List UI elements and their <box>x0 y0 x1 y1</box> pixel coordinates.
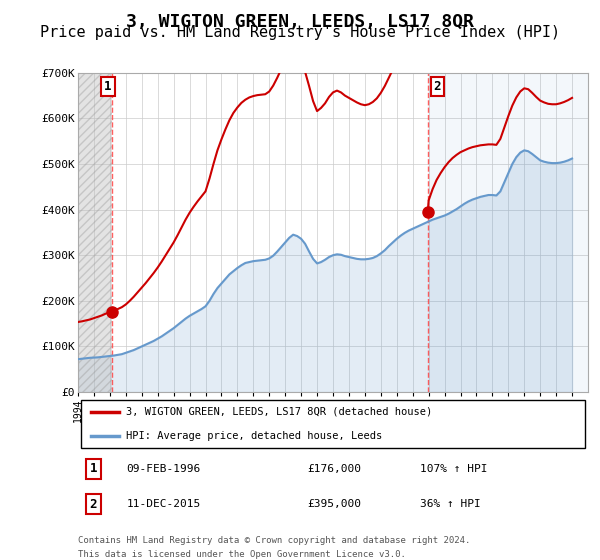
Text: 107% ↑ HPI: 107% ↑ HPI <box>420 464 487 474</box>
Text: 11-DEC-2015: 11-DEC-2015 <box>127 499 200 509</box>
Text: £395,000: £395,000 <box>308 499 361 509</box>
Text: £176,000: £176,000 <box>308 464 361 474</box>
Text: HPI: Average price, detached house, Leeds: HPI: Average price, detached house, Leed… <box>127 431 383 441</box>
Text: 3, WIGTON GREEN, LEEDS, LS17 8QR: 3, WIGTON GREEN, LEEDS, LS17 8QR <box>126 12 474 30</box>
Bar <box>428 73 588 392</box>
FancyBboxPatch shape <box>80 400 586 448</box>
Text: 3, WIGTON GREEN, LEEDS, LS17 8QR (detached house): 3, WIGTON GREEN, LEEDS, LS17 8QR (detach… <box>127 407 433 417</box>
Text: 36% ↑ HPI: 36% ↑ HPI <box>420 499 481 509</box>
Text: 1: 1 <box>104 80 112 93</box>
Text: This data is licensed under the Open Government Licence v3.0.: This data is licensed under the Open Gov… <box>78 550 406 559</box>
Text: 2: 2 <box>434 80 441 93</box>
Text: 1: 1 <box>89 463 97 475</box>
Text: 2: 2 <box>89 497 97 511</box>
Text: 09-FEB-1996: 09-FEB-1996 <box>127 464 200 474</box>
Text: Price paid vs. HM Land Registry's House Price Index (HPI): Price paid vs. HM Land Registry's House … <box>40 25 560 40</box>
Text: Contains HM Land Registry data © Crown copyright and database right 2024.: Contains HM Land Registry data © Crown c… <box>78 536 470 545</box>
Bar <box>78 73 112 392</box>
